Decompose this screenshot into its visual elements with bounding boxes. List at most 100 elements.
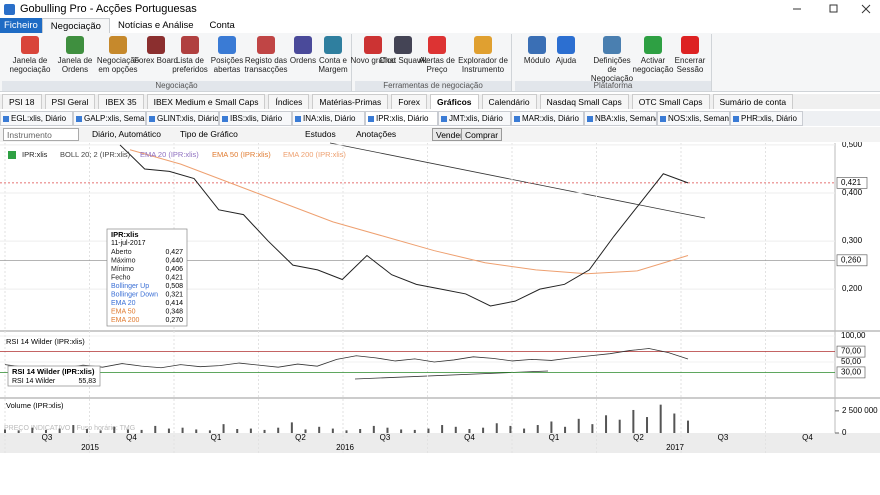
y-tick-label: 70,00	[841, 347, 862, 356]
info-value: 55,83	[78, 378, 96, 385]
chart-tab[interactable]: IPR:xlis, Diário	[365, 111, 438, 126]
price-tag	[836, 177, 868, 189]
volume-bar	[673, 413, 676, 433]
ribbon-button[interactable]: Activar negociação	[629, 36, 677, 74]
chart-tab[interactable]: JMT:xlis, Diário	[438, 111, 511, 126]
ribbon-button[interactable]: Forex Board	[132, 36, 180, 65]
studies-menu[interactable]: Estudos	[305, 129, 336, 139]
period-select[interactable]: Diário, Automático	[92, 129, 161, 139]
ribbon-button[interactable]: Definições de Negociação	[588, 36, 636, 83]
ribbon-button[interactable]: Ordens	[279, 36, 327, 65]
info-title: RSI 14 Wilder (IPR:xlis)	[12, 367, 95, 376]
chart-tab[interactable]: GLINT:xlis, Diário	[146, 111, 219, 126]
chart-type-select[interactable]: Tipo de Gráfico	[180, 129, 238, 139]
volume-bar	[85, 429, 88, 433]
y-tick-label: 100,00	[841, 331, 866, 340]
ribbon-button[interactable]: Novo gráfico	[349, 36, 397, 65]
volume-bar	[646, 417, 649, 433]
menu-item[interactable]: Ficheiro	[0, 18, 42, 33]
ribbon-button-label: Chat Squawk	[379, 56, 427, 65]
y-tick-label: 0,200	[842, 284, 863, 293]
volume-bar	[263, 429, 266, 433]
chart-tab[interactable]: INA:xlis, Diário	[292, 111, 365, 126]
info-box	[106, 228, 188, 327]
ribbon-button-label: Alertas de Preço	[418, 56, 456, 74]
market-tab[interactable]: IBEX Medium e Small Caps	[146, 94, 266, 109]
chart-tab[interactable]: NBA:xlis, Semanal	[584, 111, 657, 126]
y-tick-label: 0,500	[842, 142, 863, 149]
quarter-label: Q4	[126, 433, 137, 442]
ribbon-button[interactable]: Chat Squawk	[379, 36, 427, 65]
volume-bar	[113, 426, 116, 433]
market-tab[interactable]: Matérias-Primas	[312, 94, 389, 109]
ribbon-button[interactable]: Janela de negociação	[6, 36, 54, 74]
annotations-menu[interactable]: Anotações	[356, 129, 397, 139]
market-tab[interactable]: Índices	[268, 94, 310, 109]
ribbon-icon	[147, 36, 165, 54]
price-line	[119, 144, 689, 307]
ribbon-button[interactable]: Registo das transacções	[242, 36, 290, 74]
ribbon-button[interactable]: Janela de Ordens	[51, 36, 99, 74]
chart-tab[interactable]: PHR:xlis, Diário	[730, 111, 803, 126]
ribbon-button-label: Ordens	[289, 56, 317, 65]
ribbon-button[interactable]: Posições abertas	[203, 36, 251, 74]
market-tab[interactable]: PSI 18	[2, 94, 42, 109]
menu-item[interactable]: Conta	[209, 20, 235, 31]
info-label: Aberto	[111, 249, 132, 256]
ribbon-button[interactable]: Conta e Margem	[309, 36, 357, 74]
info-label: RSI 14 Wilder	[12, 378, 56, 385]
ribbon-button[interactable]: Explorador de Instrumento	[454, 36, 512, 74]
ribbon-button[interactable]: Negociação em opções	[94, 36, 142, 74]
market-tab[interactable]: Sumário de conta	[712, 94, 794, 109]
chart-tab[interactable]: MAR:xlis, Diário	[511, 111, 584, 126]
instrument-input[interactable]: Instrumento	[3, 128, 79, 141]
ribbon-button-label: Conta e Margem	[318, 56, 348, 74]
year-label: 2016	[336, 443, 354, 452]
volume-bar	[154, 425, 157, 433]
market-tabs: PSI 18 PSI Geral IBEX 35 IBEX Medium e Smal…	[0, 94, 880, 109]
volume-bar	[386, 427, 389, 433]
market-tab[interactable]: IBEX 35	[98, 94, 144, 109]
ribbon-button[interactable]: Ajuda	[542, 36, 590, 65]
info-box	[7, 365, 101, 387]
volume-bar	[318, 426, 321, 433]
chart-tab[interactable]: EGL:xlis, Diário	[0, 111, 73, 126]
window-controls[interactable]	[780, 0, 880, 18]
ribbon-button-label: Registo das transacções	[244, 56, 288, 74]
ribbon-button[interactable]: Lista de preferidos	[166, 36, 214, 74]
ribbon-button[interactable]: Alertas de Preço	[413, 36, 461, 74]
market-tab[interactable]: OTC Small Caps	[631, 94, 710, 109]
volume-bar	[167, 428, 170, 433]
market-tab[interactable]: Calendário	[481, 94, 537, 109]
price-tag	[836, 254, 868, 267]
volume-bar	[550, 421, 553, 433]
buy-button[interactable]: Comprar	[461, 128, 503, 141]
volume-bar	[222, 424, 225, 433]
volume-bar	[31, 427, 34, 433]
market-tab[interactable]: Forex	[391, 94, 427, 109]
volume-bar	[236, 429, 239, 433]
ribbon-group: Plataforma Módulo Ajuda Definições de Negoc…	[515, 34, 712, 91]
volume-bar	[605, 415, 608, 433]
chart-tab[interactable]: GALP:xlis, Semanal	[73, 111, 146, 126]
menu-bar: Ficheiro Negociação Notícias e Análise Cont…	[0, 18, 880, 33]
time-axis-bg	[0, 433, 880, 453]
market-tab[interactable]: Nasdaq Small Caps	[539, 94, 629, 109]
title-bar: Gobulling Pro - Acções Portuguesas	[0, 0, 880, 18]
market-tab[interactable]: PSI Geral	[44, 94, 96, 109]
info-value: 0,440	[165, 257, 183, 264]
volume-bar	[181, 427, 184, 433]
ribbon-button[interactable]: Encerrar Sessão	[666, 36, 714, 74]
market-tab[interactable]: Gráficos	[430, 94, 479, 109]
menu-item[interactable]: Notícias e Análise	[117, 20, 194, 31]
legend-entry: EMA 200 (IPR:xlis)	[283, 150, 346, 159]
ribbon-button[interactable]: Módulo	[513, 36, 561, 65]
ribbon-icon	[181, 36, 199, 54]
menu-item[interactable]: Negociação	[41, 18, 110, 33]
volume-bar	[687, 420, 689, 433]
chart-tab[interactable]: IBS:xlis, Diário	[219, 111, 292, 126]
quarter-label: Q3	[42, 433, 53, 442]
chart-tab[interactable]: NOS:xlis, Semanal	[657, 111, 730, 126]
ribbon-icon	[557, 36, 575, 54]
